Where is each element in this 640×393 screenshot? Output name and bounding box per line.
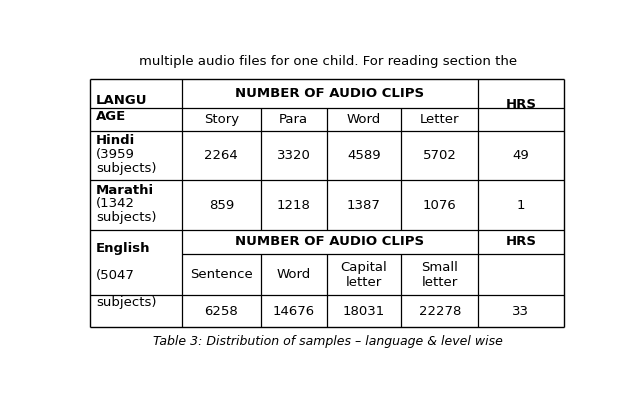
Text: 18031: 18031 xyxy=(343,305,385,318)
Text: subjects): subjects) xyxy=(96,162,156,174)
Text: Sentence: Sentence xyxy=(190,268,253,281)
Text: NUMBER OF AUDIO CLIPS: NUMBER OF AUDIO CLIPS xyxy=(236,87,424,100)
Text: 5702: 5702 xyxy=(423,149,457,162)
Text: HRS: HRS xyxy=(506,235,536,248)
Text: LANGU: LANGU xyxy=(96,94,147,107)
Text: Story: Story xyxy=(204,113,239,126)
Text: 1: 1 xyxy=(516,199,525,212)
Text: 1387: 1387 xyxy=(347,199,381,212)
Text: Marathi: Marathi xyxy=(96,184,154,196)
Text: (3959: (3959 xyxy=(96,148,135,161)
Text: 3320: 3320 xyxy=(277,149,310,162)
Text: 49: 49 xyxy=(513,149,529,162)
Text: Letter: Letter xyxy=(420,113,460,126)
Text: AGE: AGE xyxy=(96,110,126,123)
Text: Word: Word xyxy=(276,268,311,281)
Text: subjects): subjects) xyxy=(96,296,156,309)
Text: 22278: 22278 xyxy=(419,305,461,318)
Text: 2264: 2264 xyxy=(205,149,238,162)
Text: 859: 859 xyxy=(209,199,234,212)
Text: Word: Word xyxy=(347,113,381,126)
Text: NUMBER OF AUDIO CLIPS: NUMBER OF AUDIO CLIPS xyxy=(236,235,424,248)
Text: Capital
letter: Capital letter xyxy=(340,261,387,288)
Text: Small
letter: Small letter xyxy=(421,261,458,288)
Text: Table 3: Distribution of samples – language & level wise: Table 3: Distribution of samples – langu… xyxy=(153,335,503,348)
Text: multiple audio files for one child. For reading section the: multiple audio files for one child. For … xyxy=(139,55,517,68)
Text: HRS: HRS xyxy=(506,98,536,111)
Text: subjects): subjects) xyxy=(96,211,156,224)
Text: Para: Para xyxy=(279,113,308,126)
Text: 6258: 6258 xyxy=(205,305,238,318)
Text: Hindi: Hindi xyxy=(96,134,135,147)
Text: 33: 33 xyxy=(513,305,529,318)
Text: English: English xyxy=(96,242,150,255)
Text: 4589: 4589 xyxy=(347,149,381,162)
Text: 14676: 14676 xyxy=(273,305,315,318)
Text: 1218: 1218 xyxy=(277,199,310,212)
Text: (1342: (1342 xyxy=(96,197,135,210)
Text: (5047: (5047 xyxy=(96,269,135,283)
Text: 1076: 1076 xyxy=(423,199,457,212)
